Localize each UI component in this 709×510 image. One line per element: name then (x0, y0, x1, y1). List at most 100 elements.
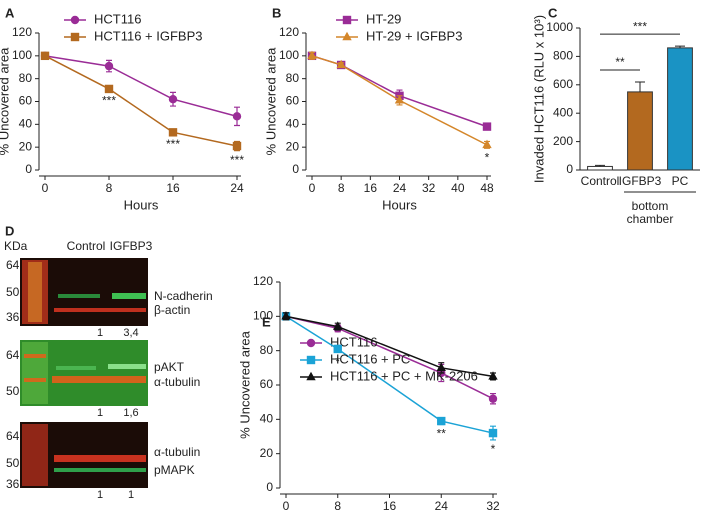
annotation: * (491, 442, 496, 456)
x-tick-label: 40 (451, 181, 465, 195)
x-tick-label: 8 (106, 181, 113, 195)
y-tick-label: 40 (19, 117, 33, 131)
band-label: pMAPK (154, 463, 195, 477)
annotation: * (335, 355, 340, 369)
data-point (482, 139, 492, 149)
band-label: β-actin (154, 303, 190, 317)
x-tick-label: 8 (338, 181, 345, 195)
y-tick-label: 1000 (546, 20, 573, 34)
y-tick-label: 100 (12, 48, 32, 62)
y-tick-label: 600 (553, 77, 573, 91)
band-label: N-cadherin (154, 289, 213, 303)
data-point (333, 321, 343, 330)
x-tick-label: 8 (334, 499, 341, 510)
legend-swatch (306, 355, 316, 365)
annotation: *** (230, 153, 244, 167)
marker-label: 64 (6, 258, 20, 272)
data-point (168, 128, 178, 137)
significance-label: ** (615, 55, 625, 69)
blot-band (54, 468, 146, 472)
panel-label: B (272, 5, 281, 20)
y-tick-label: 20 (260, 446, 274, 460)
x-tick-label: Control (581, 174, 620, 188)
blot-band (52, 376, 146, 383)
marker-label: 64 (6, 348, 20, 362)
x-tick-label: 16 (383, 499, 397, 510)
annotation: ** (437, 427, 447, 441)
unit-label: KDa (4, 239, 28, 253)
y-tick-label: 100 (253, 309, 273, 323)
blot-band (24, 378, 46, 382)
legend-label: HT-29 (366, 11, 401, 26)
y-tick-label: 40 (286, 117, 300, 131)
panel-label: C (548, 5, 558, 20)
blot-band (54, 308, 146, 312)
band-label: α-tubulin (154, 445, 200, 459)
bar (667, 47, 693, 171)
marker-label: 50 (6, 456, 20, 470)
y-tick-label: 20 (286, 139, 300, 153)
data-point (488, 428, 498, 438)
blot-band (56, 366, 96, 370)
bar (587, 165, 613, 171)
data-point (104, 84, 114, 94)
annotation: * (485, 150, 490, 164)
quant-label: 1,6 (123, 407, 138, 419)
marker-label: 36 (6, 310, 20, 324)
x-axis-title: Hours (124, 197, 159, 212)
legend-label: HCT116 + PC + MK-2206 (330, 368, 478, 383)
data-point (40, 51, 50, 61)
ladder-lane (28, 262, 42, 322)
panel-label: E (262, 314, 271, 329)
legend-swatch (342, 15, 352, 25)
x-tick-label: 0 (309, 181, 316, 195)
data-point (281, 311, 291, 320)
y-tick-label: 400 (553, 105, 573, 119)
bar (627, 91, 653, 171)
marker-label: 36 (6, 477, 20, 491)
quant-label: 1 (97, 327, 103, 339)
y-axis-title: % Uncovered area (263, 47, 278, 155)
quant-label: 3,4 (123, 327, 138, 339)
error-bar (635, 81, 645, 92)
series-line (44, 55, 238, 118)
data-point (232, 112, 242, 121)
data-point (488, 394, 498, 403)
y-tick-label: 0 (566, 162, 573, 176)
y-axis-title: % Uncovered area (0, 47, 11, 155)
quant-label: 1 (97, 489, 103, 501)
legend-label: HCT116 + IGFBP3 (94, 28, 203, 43)
legend-swatch (70, 15, 80, 25)
marker-label: 50 (6, 384, 20, 398)
data-point (488, 371, 498, 380)
y-tick-label: 120 (253, 274, 273, 288)
band-label: pAKT (154, 360, 185, 374)
error-bar (675, 45, 685, 48)
lane-label: IGFBP3 (110, 239, 153, 253)
legend-swatch (70, 32, 80, 42)
x-axis-title: Hours (382, 197, 417, 212)
ladder-lane (22, 424, 48, 486)
x-tick-label: 0 (283, 499, 290, 510)
x-tick-label: 16 (166, 181, 180, 195)
y-tick-label: 80 (19, 71, 33, 85)
x-tick-label: 24 (393, 181, 407, 195)
panel-label: A (5, 5, 15, 20)
series-line (285, 315, 494, 378)
legend-label: HCT116 (94, 11, 141, 26)
series-line (285, 315, 494, 434)
data-point (394, 95, 405, 104)
significance-label: *** (633, 19, 647, 33)
blot-band (58, 294, 100, 298)
x-tick-label: PC (672, 174, 689, 188)
x-tick-label: IGFBP3 (619, 174, 662, 188)
x-tick-label: 24 (435, 499, 449, 510)
y-axis-title: Invaded HCT116 (RLU x 10³) (531, 15, 546, 183)
marker-label: 50 (6, 285, 20, 299)
blot-band (108, 364, 146, 369)
y-tick-label: 800 (553, 49, 573, 63)
y-tick-label: 60 (260, 377, 274, 391)
y-axis-title: % Uncovered area (237, 330, 252, 438)
data-point (336, 59, 346, 69)
